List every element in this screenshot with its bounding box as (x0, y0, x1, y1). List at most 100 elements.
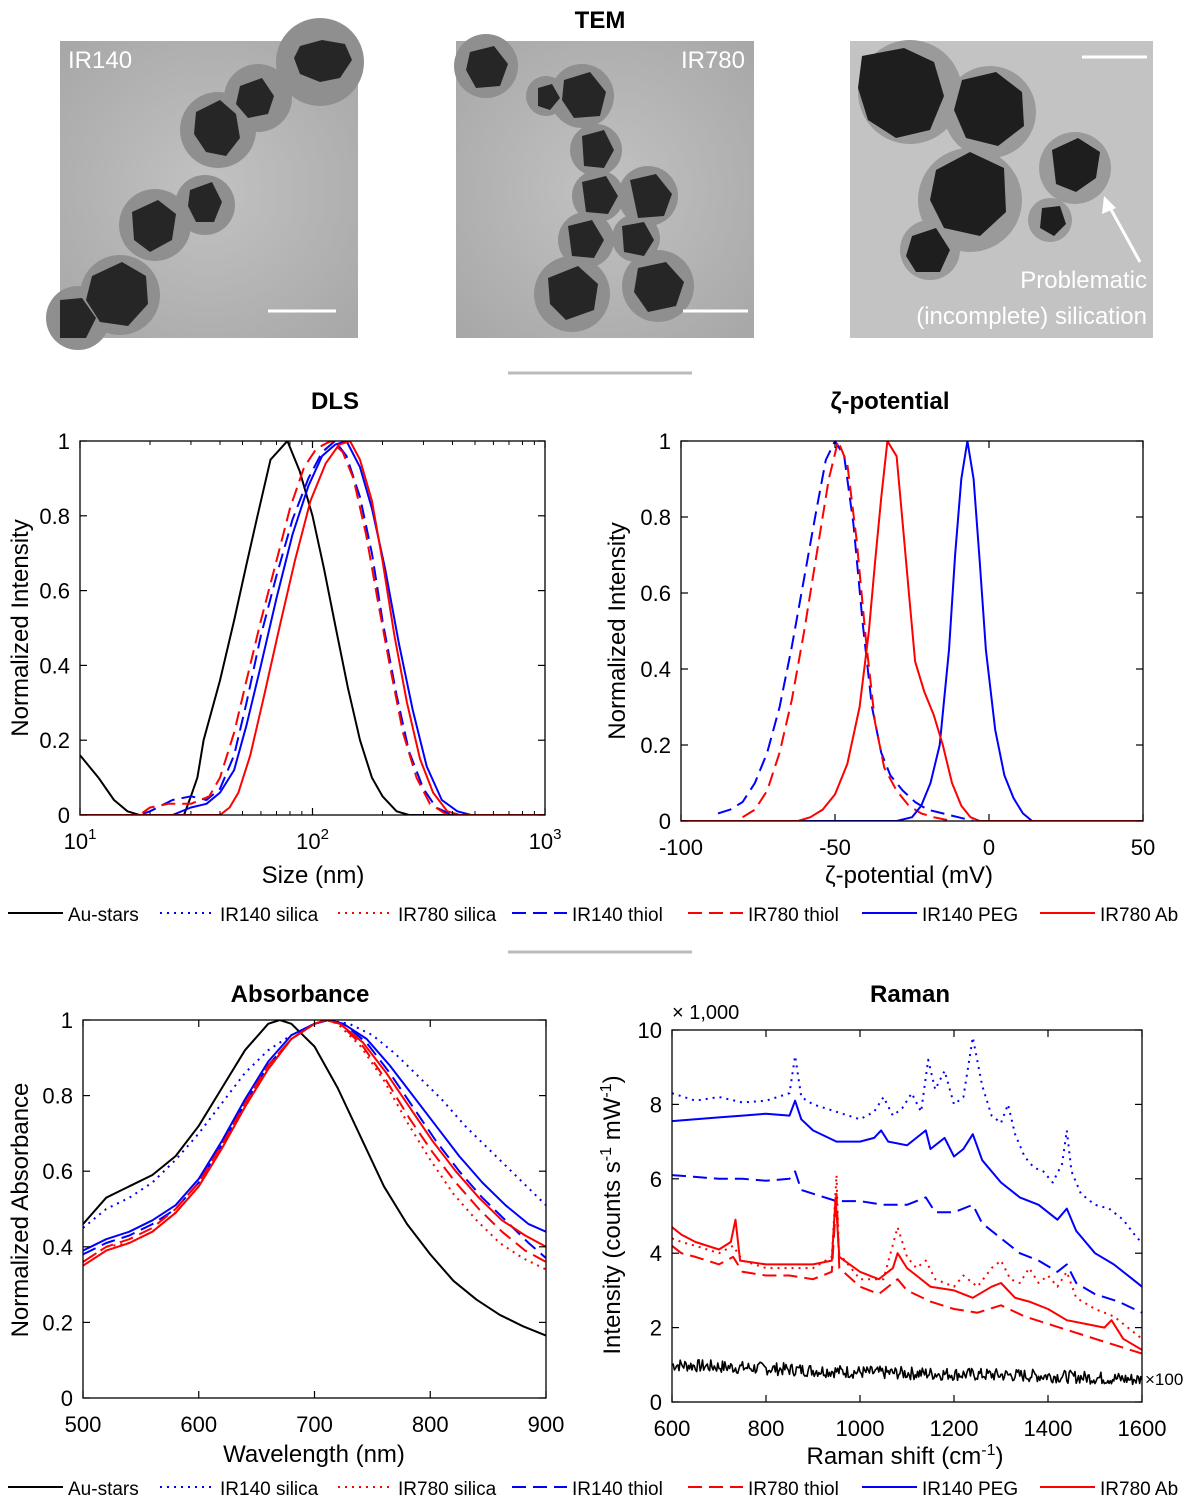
legend-label: IR140 PEG (922, 905, 1018, 926)
dls-x-ticks: 101 102 103 (64, 441, 562, 854)
raman-xlabel: Raman shift (cm-1) (807, 1442, 1004, 1470)
absorbance-chart: Absorbance 0 0.2 0.4 0.6 0.8 1 500 600 700 800 90… (7, 981, 564, 1468)
absorbance-x-ticks: 500 600 700 800 900 (65, 1020, 564, 1437)
zeta-xtick-label: 0 (983, 835, 995, 860)
absorbance-y-ticks: 0 0.2 0.4 0.6 0.8 1 (42, 1008, 546, 1411)
dls-ytick-label: 0.2 (39, 728, 70, 753)
dls-y-ticks: 0 0.2 0.4 0.6 0.8 1 (39, 429, 545, 828)
tem-label-ir140: IR140 (68, 47, 132, 74)
dls-ylabel: Normalized Intensity (7, 519, 34, 736)
raman-series-group (672, 1036, 1142, 1386)
raman-ytick-label: 0 (650, 1390, 662, 1415)
absorbance-series-ir140-thiol (83, 1020, 546, 1259)
zeta-x-ticks: -100 -50 0 50 (659, 441, 1155, 860)
raman-xlabel-main: Raman shift (cm (807, 1443, 982, 1470)
raman-series-au-stars (672, 1359, 1142, 1386)
absorbance-xtick-label: 600 (180, 1412, 217, 1437)
absorbance-ytick-label: 0.2 (42, 1310, 73, 1335)
zeta-series-ir780-ab (681, 441, 1143, 821)
zeta-chart: ζ-potential 0 0.2 0.4 0.6 0.8 1 -100 -50 0 50 ζ-… (604, 388, 1155, 889)
raman-series-ir780-silica (672, 1174, 1142, 1340)
absorbance-series-ir140-silica (83, 1020, 546, 1229)
tem-title: TEM (575, 7, 626, 34)
dls-title: DLS (311, 388, 359, 415)
raman-ytick-label: 4 (650, 1241, 662, 1266)
dls-series-ir780-ab (80, 441, 545, 815)
dls-series-ir140-thiol (80, 441, 545, 815)
zeta-ylabel: Normalized Intensity (604, 522, 631, 739)
raman-ytick-label: 10 (638, 1018, 662, 1043)
dls-xlabel: Size (nm) (262, 862, 365, 889)
raman-ylabel-part0: Intensity (counts s (599, 1161, 626, 1354)
zeta-ytick-label: 0.8 (640, 505, 671, 530)
zeta-ytick-label: 0.4 (640, 657, 671, 682)
raman-ylabel-part2: mW (599, 1097, 626, 1147)
dls-ytick-label: 0 (58, 803, 70, 828)
raman-xtick-label: 800 (748, 1416, 785, 1441)
tem-annotation-line1: Problematic (1020, 267, 1147, 294)
raman-multiplier-label: × 1,000 (672, 1002, 739, 1024)
zeta-title: ζ-potential (830, 388, 949, 415)
dls-series-group (80, 441, 545, 815)
raman-x-ticks: 600 800 1000 1200 1400 1600 (654, 1030, 1167, 1441)
absorbance-series-group (83, 1020, 546, 1337)
dls-xtick-label: 101 (64, 826, 97, 854)
legend-label: IR780 silica (398, 1479, 497, 1500)
absorbance-ytick-label: 0.8 (42, 1084, 73, 1109)
absorbance-xtick-label: 500 (65, 1412, 102, 1437)
raman-axes-box (671, 1029, 1143, 1403)
raman-chart: Raman × 1,000 0 2 4 6 8 10 600 800 1000 1200 1400… (598, 981, 1183, 1470)
raman-xlabel-end: ) (995, 1443, 1003, 1470)
raman-xtick-label: 600 (654, 1416, 691, 1441)
dls-xtick-label: 103 (529, 826, 562, 854)
absorbance-ytick-label: 0 (61, 1386, 73, 1411)
legend-top: Au-stars IR140 silica IR780 silica IR140 th… (8, 905, 1178, 926)
dls-series-ir780-thiol (80, 441, 545, 815)
raman-xlabel-sup: -1 (981, 1442, 995, 1459)
absorbance-ylabel: Normalized Absorbance (7, 1083, 34, 1338)
absorbance-ytick-label: 0.4 (42, 1235, 73, 1260)
raman-ylabel-part4: ) (599, 1075, 626, 1083)
absorbance-series-au-stars (83, 1020, 546, 1337)
dls-chart: DLS 0 0.2 0.4 0.6 0.8 1 101 102 103 Size (nm) N… (7, 388, 561, 889)
absorbance-ytick-label: 1 (61, 1008, 73, 1033)
legend-label: IR780 thiol (748, 905, 839, 926)
raman-y-ticks: 0 2 4 6 8 10 (638, 1018, 1142, 1415)
raman-ytick-label: 2 (650, 1316, 662, 1341)
absorbance-series-ir780-thiol (83, 1020, 546, 1263)
absorbance-xlabel: Wavelength (nm) (223, 1441, 405, 1468)
dls-xtick-label: 102 (296, 826, 329, 854)
zeta-xtick-label: -100 (659, 835, 703, 860)
zeta-y-ticks: 0 0.2 0.4 0.6 0.8 1 (640, 429, 1143, 834)
legend-label: IR780 Ab (1100, 905, 1178, 926)
zeta-xtick-label: 50 (1131, 835, 1155, 860)
raman-series-ir140-thiol (672, 1170, 1142, 1314)
legend-label: IR140 silica (220, 1479, 319, 1500)
tem-image-ir140: IR140 (46, 18, 364, 350)
dls-ytick-label: 0.6 (39, 579, 70, 604)
zeta-xtick-label: -50 (819, 835, 851, 860)
raman-xtick-label: 1400 (1024, 1416, 1073, 1441)
raman-xtick-label: 1000 (836, 1416, 885, 1441)
raman-ylabel-part1: -1 (598, 1147, 615, 1161)
raman-ylabel-part3: -1 (598, 1083, 615, 1097)
raman-xtick-label: 1600 (1118, 1416, 1167, 1441)
dls-series-au-stars (80, 441, 545, 815)
legend-label: IR140 PEG (922, 1479, 1018, 1500)
zeta-axes-box (680, 440, 1144, 822)
absorbance-series-ir140-peg (83, 1020, 546, 1252)
legend-label: IR140 thiol (572, 905, 663, 926)
legend-label: IR140 thiol (572, 1479, 663, 1500)
raman-ylabel: Intensity (counts s-1 mW-1) (598, 1075, 626, 1354)
tem-label-ir780: IR780 (681, 47, 745, 74)
legend-label: IR140 silica (220, 905, 319, 926)
legend-label: IR780 thiol (748, 1479, 839, 1500)
absorbance-axes-box (82, 1019, 547, 1399)
raman-ytick-label: 6 (650, 1167, 662, 1192)
raman-series-ir140-silica (672, 1036, 1142, 1243)
dls-ytick-label: 0.4 (39, 653, 70, 678)
absorbance-xtick-label: 800 (412, 1412, 449, 1437)
absorbance-series-ir780-ab (83, 1020, 546, 1267)
dls-ytick-label: 1 (58, 429, 70, 454)
